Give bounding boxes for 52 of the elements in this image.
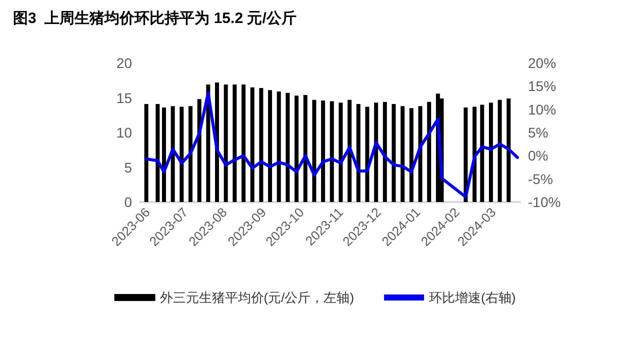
bar [268,90,272,202]
y2-tick-label: 0% [528,148,548,164]
bar [321,100,326,202]
bar [294,96,299,202]
bar [348,100,352,202]
bar [170,106,175,202]
y-tick-label: 20 [116,55,132,71]
bar [259,88,264,202]
bar [144,104,148,202]
y2-tick-label: 15% [528,78,556,94]
bar [498,100,502,202]
y2-tick-label: -5% [528,170,553,187]
bar [392,104,396,202]
line-series [144,92,519,198]
bar [356,104,360,202]
bar [506,98,511,202]
bar [409,108,414,202]
bar [480,104,484,202]
y-tick-label: 10 [116,124,132,140]
bar [276,91,281,202]
chart-title: 图3 上周生猪均价环比持平为 15.2 元/公斤 [13,10,296,27]
bar [365,106,370,202]
bar [464,107,468,202]
bar [303,94,308,202]
bar [427,102,432,202]
bar [188,106,192,202]
bar [400,106,405,202]
bar [312,100,316,202]
bar [162,107,166,202]
bar [286,92,290,202]
y-tick-label: 15 [116,90,132,106]
y2-tick-label: 20% [528,55,556,71]
bar [374,102,378,202]
bar [338,102,343,202]
y2-tick-label: 10% [528,101,556,118]
bar [242,84,246,202]
bar [180,106,184,202]
bar [382,102,387,202]
y-tick-label: 0 [124,194,132,210]
legend-label: 环比增速(右轴) [429,290,516,305]
bar [156,104,160,202]
y2-tick-label: -10% [528,194,561,210]
y-tick-label: 5 [124,159,132,176]
bar [224,84,228,202]
bar [250,87,254,202]
bar [472,106,477,202]
bar [488,102,493,202]
legend-label: 外三元生猪平均价(元/公斤，左轴) [160,290,354,305]
y2-tick-label: 5% [528,124,548,140]
bar [330,101,334,202]
bar [418,106,422,202]
bar [232,84,237,202]
